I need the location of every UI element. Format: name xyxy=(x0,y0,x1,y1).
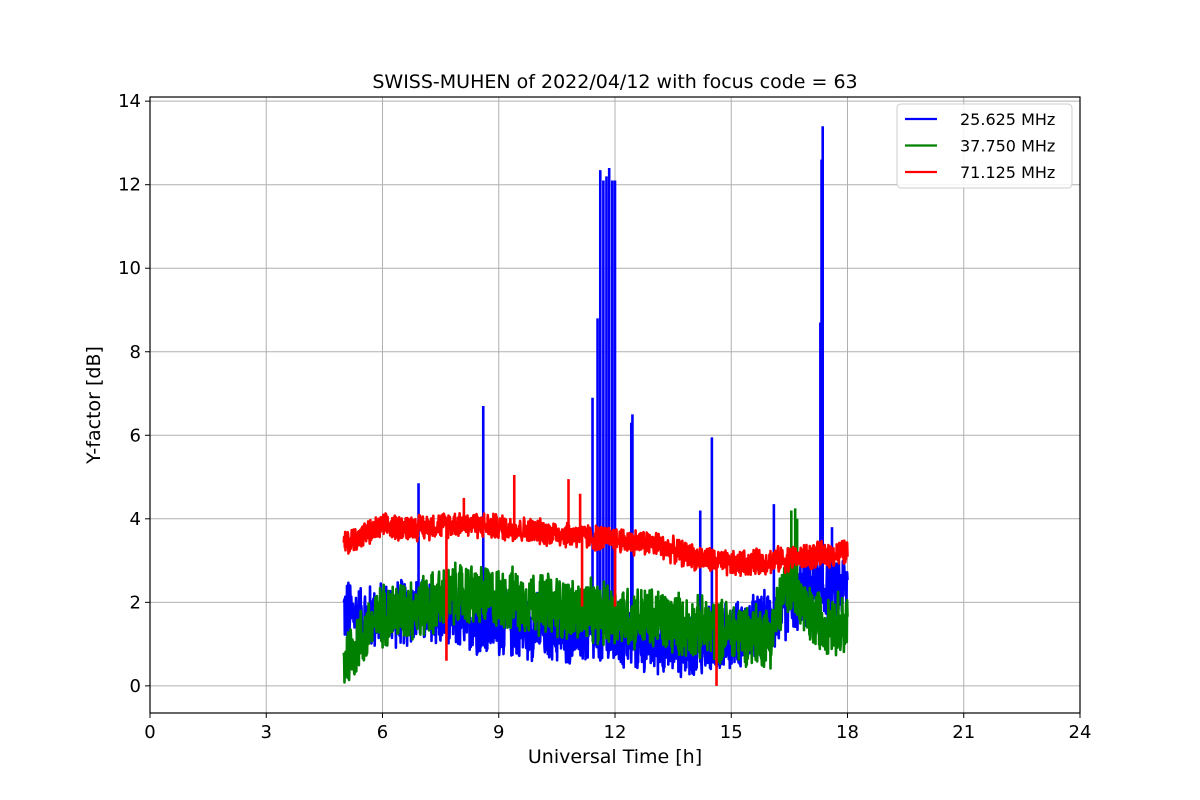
plot-series xyxy=(342,126,849,686)
x-tick-label: 18 xyxy=(836,722,859,743)
y-tick-label: 6 xyxy=(130,425,141,446)
series-line xyxy=(342,511,849,577)
y-tick-label: 2 xyxy=(130,592,141,613)
legend-box xyxy=(896,103,1073,189)
x-tick-label: 6 xyxy=(377,722,388,743)
legend-label: 71.125 MHz xyxy=(960,163,1055,182)
y-tick-label: 10 xyxy=(118,258,141,279)
y-axis-label: Y-factor [dB] xyxy=(83,346,105,465)
legend-label: 37.750 MHz xyxy=(960,137,1055,156)
legend: 25.625 MHz 37.750 MHz 71.125 MHz xyxy=(896,103,1073,189)
legend-label: 25.625 MHz xyxy=(960,110,1055,129)
y-tick-label: 14 xyxy=(118,91,141,112)
y-tick-label: 4 xyxy=(130,509,141,530)
y-tick-label: 8 xyxy=(130,342,141,363)
y-tick-label: 0 xyxy=(130,676,141,697)
x-tick-label: 21 xyxy=(952,722,975,743)
x-tick-label: 24 xyxy=(1069,722,1092,743)
series-line xyxy=(342,547,849,684)
x-tick-label: 3 xyxy=(261,722,272,743)
x-tick-label: 15 xyxy=(720,722,743,743)
x-axis-label: Universal Time [h] xyxy=(528,746,702,768)
x-tick-label: 0 xyxy=(144,722,155,743)
chart-title: SWISS-MUHEN of 2022/04/12 with focus cod… xyxy=(372,71,857,93)
x-tick-label: 12 xyxy=(604,722,627,743)
x-tick-label: 9 xyxy=(493,722,504,743)
y-tick-label: 12 xyxy=(118,175,141,196)
